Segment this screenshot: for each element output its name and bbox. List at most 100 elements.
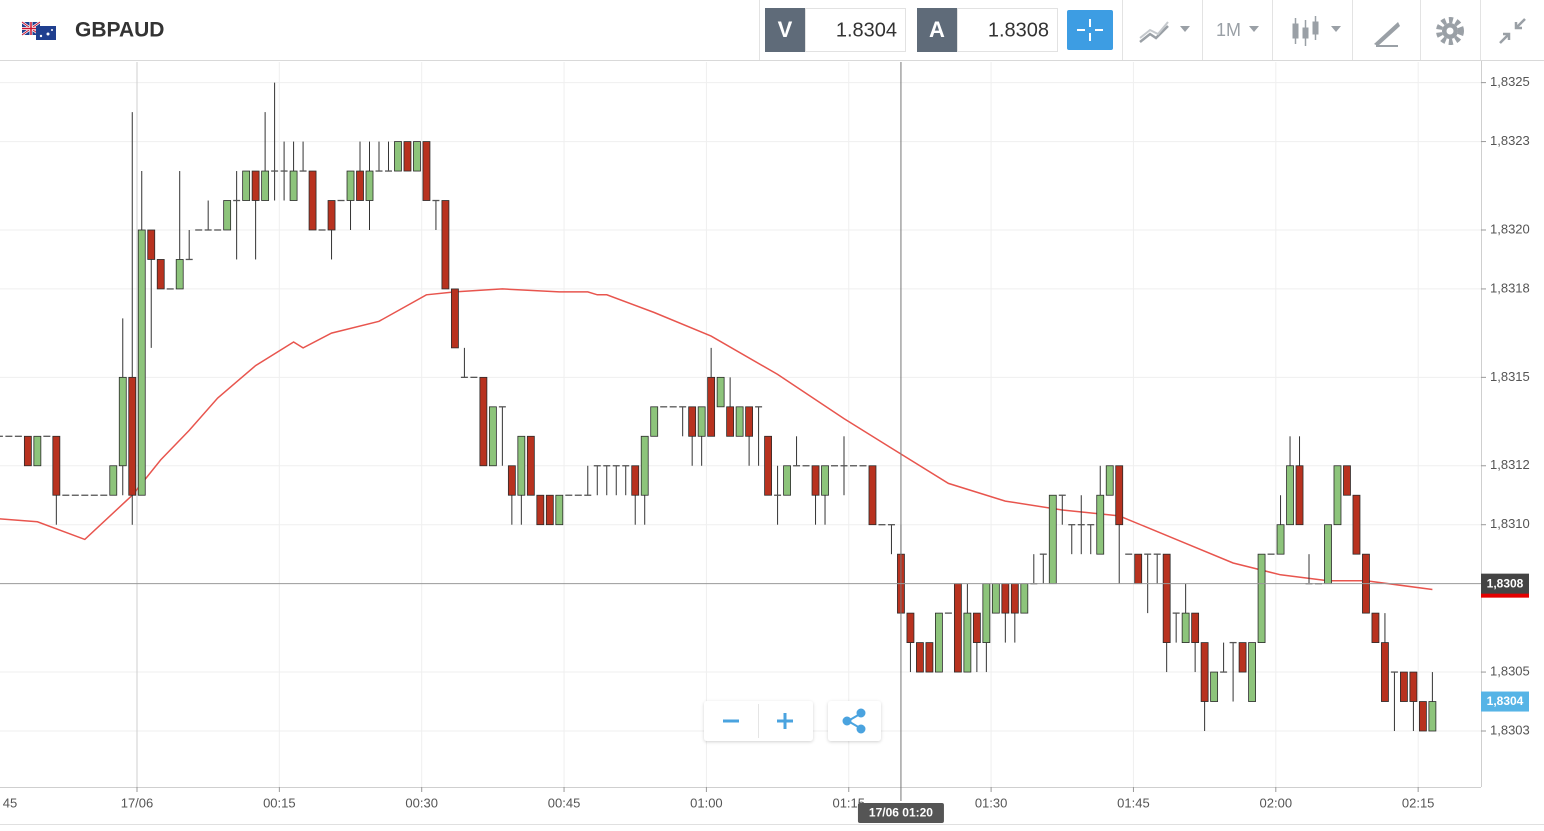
- candle-body: [1343, 465, 1351, 496]
- candle-body: [1134, 553, 1143, 585]
- candle-body: [327, 200, 336, 231]
- candle-body: [916, 642, 924, 673]
- candle-body: [1048, 494, 1057, 585]
- header: GBPAUD V 1.8304 A 1.8308 1M: [0, 0, 1544, 61]
- candle-body: [251, 170, 260, 201]
- y-tick-label: 1,8310: [1490, 516, 1530, 531]
- candle-body: [156, 259, 165, 290]
- candle-body: [697, 406, 706, 437]
- candle-body: [1248, 642, 1256, 702]
- candle-body: [451, 288, 459, 349]
- crosshair-x-badge: [857, 803, 944, 823]
- candle-body: [821, 465, 829, 496]
- candle-body: [783, 465, 791, 496]
- x-tick-label: 17/06: [121, 795, 154, 810]
- candle-body: [1371, 612, 1380, 643]
- x-tick-label: 45: [3, 795, 17, 810]
- candle-body: [413, 141, 421, 172]
- x-tick-label: 01:30: [975, 795, 1008, 810]
- candle-body: [52, 435, 61, 496]
- candle-body: [1418, 701, 1427, 732]
- candle-body: [811, 465, 820, 496]
- candle-body: [545, 494, 554, 526]
- candle-body: [906, 612, 915, 643]
- y-tick-label: 1,8315: [1490, 369, 1530, 384]
- candle-body: [147, 229, 156, 260]
- y-tick-label: 1,8318: [1490, 280, 1530, 295]
- candle-body: [764, 435, 772, 496]
- y-tick-label: 1,8305: [1490, 663, 1530, 678]
- y-tick-label: 1,8320: [1490, 221, 1530, 236]
- candle-body: [1295, 465, 1304, 526]
- share-panel: [828, 701, 881, 741]
- candle-body: [118, 376, 127, 467]
- y-tick-label: 1,8323: [1490, 133, 1530, 148]
- candle-body: [631, 465, 640, 496]
- settings-button[interactable]: [1436, 17, 1464, 45]
- interval-button[interactable]: 1M: [1216, 20, 1259, 40]
- candle-body: [1210, 671, 1219, 702]
- candle-body: [735, 406, 744, 437]
- x-tick-label: 00:45: [548, 795, 581, 810]
- candle-body: [1191, 612, 1200, 643]
- candle-body: [1381, 642, 1389, 702]
- candle-body: [688, 406, 697, 437]
- candle-body: [1162, 553, 1171, 643]
- candle-body: [308, 170, 317, 231]
- bid-label: V: [778, 17, 793, 42]
- candle-body: [1286, 465, 1294, 526]
- candle-body: [128, 376, 137, 496]
- bid-badge: [765, 8, 805, 52]
- candle-body: [1400, 671, 1408, 702]
- candle-body: [935, 612, 943, 673]
- draw-button[interactable]: [1374, 22, 1400, 47]
- candle-body: [1238, 642, 1247, 673]
- candle-body: [650, 406, 659, 437]
- crosshair-button[interactable]: [1067, 10, 1113, 50]
- crosshair-y-badge: [1481, 573, 1529, 594]
- last-price-badge: [1481, 691, 1529, 712]
- candle-body: [109, 465, 118, 496]
- candle-body: [365, 170, 374, 201]
- candle-body: [479, 376, 488, 467]
- candle-body: [488, 406, 497, 467]
- candle-body: [261, 170, 270, 201]
- candle-body: [289, 170, 298, 201]
- x-tick-label: 00:30: [405, 795, 438, 810]
- candle-body: [1096, 494, 1105, 555]
- candle-body: [972, 612, 981, 643]
- candle-body: [1001, 583, 1010, 614]
- candle-body: [726, 406, 735, 437]
- candle-body: [526, 435, 535, 496]
- ask-label: A: [929, 17, 945, 42]
- ask-badge: [917, 8, 957, 52]
- candle-body: [1105, 465, 1114, 496]
- candle-body: [422, 141, 431, 201]
- candle-body: [982, 583, 991, 643]
- candle-body: [1333, 465, 1342, 526]
- candle-body: [441, 200, 450, 290]
- candle-body: [33, 435, 42, 467]
- y-tick-label: 1,8312: [1490, 457, 1530, 472]
- y-tick-label: 1,8325: [1490, 74, 1530, 89]
- candle-body: [1409, 671, 1418, 702]
- collapse-button[interactable]: [1499, 18, 1526, 44]
- candle-body: [953, 583, 962, 673]
- interval[interactable]: 1M: [1216, 20, 1241, 40]
- x-tick-label: 01:00: [690, 795, 723, 810]
- candles-button[interactable]: [1292, 16, 1341, 46]
- candle-body: [1181, 612, 1190, 643]
- candle-body: [1324, 524, 1332, 585]
- chart-type-button[interactable]: [1139, 21, 1190, 43]
- zoom-in-button[interactable]: [777, 713, 793, 729]
- flag-icon: [21, 20, 56, 40]
- candle-body: [640, 435, 649, 496]
- share-button[interactable]: [842, 708, 866, 734]
- last-price-label: 1,8304: [1487, 694, 1524, 708]
- candle-body: [1010, 583, 1019, 614]
- candle-body: [555, 494, 564, 526]
- candle-body: [507, 465, 516, 496]
- candle-body: [1020, 583, 1029, 614]
- candle-body: [536, 494, 545, 526]
